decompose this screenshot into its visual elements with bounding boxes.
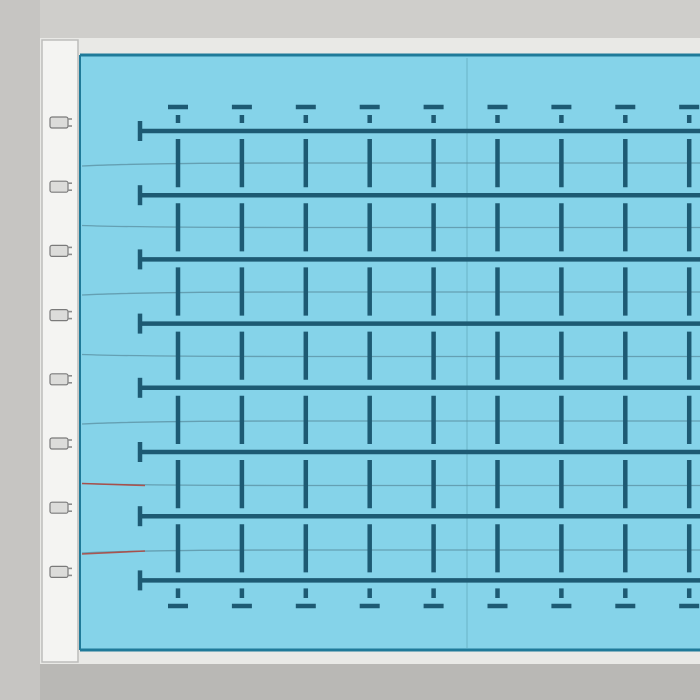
lane-rope <box>81 291 700 296</box>
starting-block-top <box>49 373 69 386</box>
lane-rope <box>81 224 700 229</box>
starting-block <box>49 565 72 579</box>
starting-block <box>49 373 72 386</box>
starting-block <box>49 309 72 322</box>
cross-marking <box>359 104 380 609</box>
starting-block <box>49 180 72 193</box>
cross-marking <box>679 104 700 609</box>
cross-marking <box>551 104 572 609</box>
starting-block <box>49 437 72 450</box>
starting-block <box>49 501 72 514</box>
cross-marking <box>295 104 316 609</box>
pool-water-shimmer <box>80 55 700 650</box>
lane-rope <box>81 353 700 358</box>
starting-block <box>49 116 72 129</box>
starting-block-top <box>49 116 69 129</box>
cross-marking <box>423 104 444 609</box>
cross-marking <box>487 104 508 609</box>
starting-wall <box>41 39 79 663</box>
lane-rope-red-segment <box>81 482 146 487</box>
starting-block-top <box>49 437 69 450</box>
lane-rope-red-segment <box>81 550 146 555</box>
lane-rope <box>81 549 700 554</box>
starting-block-top <box>49 244 69 257</box>
lane-rope <box>81 420 700 425</box>
starting-block-top <box>49 309 69 322</box>
deck-bottom-strip <box>0 662 700 700</box>
starting-block-top <box>49 501 69 514</box>
lane-rope <box>81 162 700 167</box>
starting-block-top <box>49 180 69 193</box>
cross-marking <box>168 104 188 609</box>
deck-left-area <box>0 0 40 700</box>
starting-block-top <box>49 565 69 579</box>
starting-block <box>49 244 72 257</box>
cross-marking <box>615 104 636 609</box>
cross-marking <box>231 104 252 609</box>
